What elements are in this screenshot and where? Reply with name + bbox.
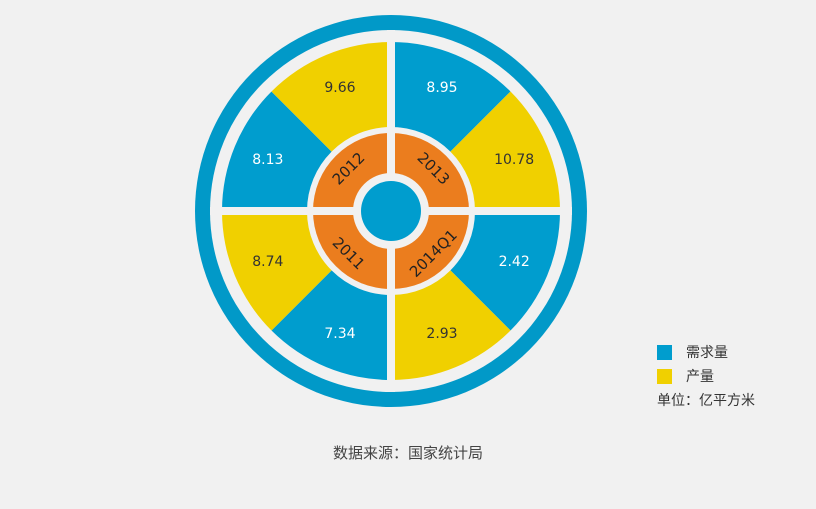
legend-swatch-demand: [657, 344, 672, 360]
separator-top: [387, 30, 395, 179]
separator-left: [210, 207, 359, 215]
sector-2013-production: [450, 91, 560, 211]
center-hub: [361, 181, 421, 241]
value-label-2014Q1-demand: 2.42: [499, 254, 530, 270]
source-note: 数据来源：国家统计局: [332, 445, 483, 462]
legend-label-production: 产量: [686, 368, 714, 384]
sector-2011-demand: [271, 270, 391, 380]
legend-item-demand: 需求量: [657, 340, 755, 364]
legend-label-demand: 需求量: [686, 344, 728, 360]
value-label-2012-production: 9.66: [324, 80, 355, 96]
value-label-2013-demand: 8.95: [426, 80, 457, 96]
value-label-2014Q1-production: 2.93: [426, 326, 457, 342]
sector-2014Q1-demand: [450, 211, 560, 331]
legend: 需求量 产量 单位：亿平方米: [657, 340, 755, 410]
separator-right: [423, 207, 572, 215]
sector-2012-demand: [222, 91, 332, 211]
value-label-2013-production: 10.78: [494, 152, 534, 168]
sector-2014Q1-production: [391, 270, 511, 380]
sector-2011-production: [221, 211, 332, 331]
value-label-2011-demand: 7.34: [324, 326, 355, 342]
legend-item-production: 产量: [657, 364, 755, 388]
sector-2013-demand: [391, 42, 511, 152]
legend-swatch-production: [657, 368, 672, 384]
value-label-2011-production: 8.74: [252, 254, 283, 270]
value-label-2012-demand: 8.13: [252, 152, 283, 168]
unit-label: 单位：亿平方米: [657, 392, 755, 408]
sector-2012-production: [271, 42, 391, 152]
separator-bottom: [387, 243, 395, 392]
